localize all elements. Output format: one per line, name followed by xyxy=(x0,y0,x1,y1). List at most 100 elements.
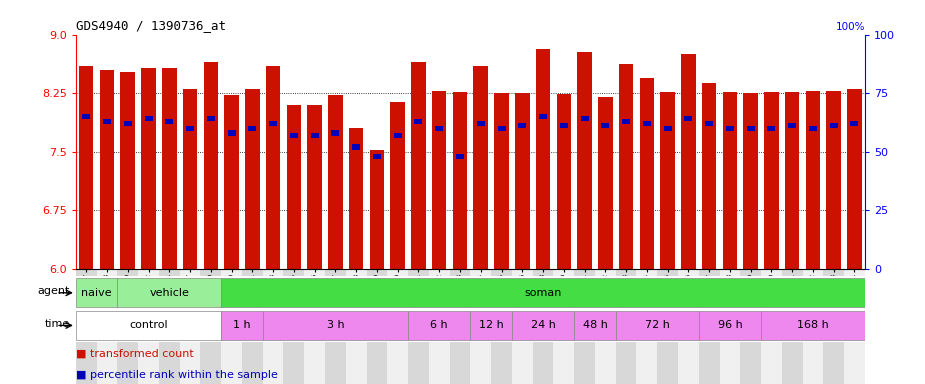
Bar xyxy=(702,83,717,269)
Bar xyxy=(76,278,117,308)
Bar xyxy=(474,66,488,269)
Bar xyxy=(678,269,698,384)
Bar xyxy=(847,89,862,269)
Bar xyxy=(491,269,512,384)
Bar xyxy=(850,121,858,126)
Bar xyxy=(204,62,218,269)
Bar xyxy=(512,311,574,340)
Bar xyxy=(452,92,467,269)
Bar xyxy=(412,62,426,269)
Bar xyxy=(539,114,547,119)
Bar xyxy=(806,91,820,269)
Bar xyxy=(269,121,277,126)
Bar xyxy=(456,154,464,159)
Bar xyxy=(76,311,221,340)
Bar xyxy=(183,89,197,269)
Bar xyxy=(207,116,215,121)
Bar xyxy=(370,150,384,269)
Bar xyxy=(144,116,153,121)
Bar xyxy=(414,119,423,124)
Bar xyxy=(390,103,405,269)
Bar xyxy=(408,269,429,384)
Bar xyxy=(639,78,654,269)
Bar xyxy=(746,126,755,131)
Bar xyxy=(245,89,260,269)
Bar xyxy=(574,311,616,340)
Bar xyxy=(96,269,117,384)
Bar xyxy=(103,119,111,124)
Bar xyxy=(366,269,388,384)
Text: time: time xyxy=(44,319,69,329)
Bar xyxy=(726,126,734,131)
Bar xyxy=(346,269,366,384)
Bar xyxy=(120,72,135,269)
Text: agent: agent xyxy=(37,286,69,296)
Bar xyxy=(100,70,115,269)
Bar xyxy=(845,269,865,384)
Bar xyxy=(785,91,799,269)
Bar xyxy=(768,126,775,131)
Bar xyxy=(720,269,740,384)
Bar xyxy=(408,311,470,340)
Bar xyxy=(221,278,865,308)
Bar xyxy=(388,269,408,384)
Bar xyxy=(470,311,512,340)
Text: 96 h: 96 h xyxy=(718,320,742,331)
Text: control: control xyxy=(130,320,167,331)
Bar xyxy=(660,92,675,269)
Bar xyxy=(263,311,408,340)
Text: soman: soman xyxy=(524,288,561,298)
Bar xyxy=(823,269,845,384)
Bar xyxy=(619,64,634,269)
Bar xyxy=(557,94,571,269)
Bar xyxy=(698,269,720,384)
Bar xyxy=(705,121,713,126)
Bar xyxy=(616,311,698,340)
Bar xyxy=(515,93,529,269)
Bar xyxy=(581,116,588,121)
Text: 12 h: 12 h xyxy=(479,320,503,331)
Text: 1 h: 1 h xyxy=(233,320,251,331)
Bar xyxy=(179,269,201,384)
Bar xyxy=(287,105,302,269)
Bar xyxy=(311,133,318,138)
Bar xyxy=(826,91,841,269)
Bar xyxy=(744,93,758,269)
Bar xyxy=(186,126,194,131)
Bar xyxy=(221,269,242,384)
Bar xyxy=(201,269,221,384)
Bar xyxy=(764,91,779,269)
Bar xyxy=(166,119,173,124)
Bar xyxy=(228,130,236,136)
Bar xyxy=(263,269,283,384)
Bar xyxy=(788,123,796,129)
Text: naive: naive xyxy=(81,288,112,298)
Bar xyxy=(498,126,505,131)
Bar xyxy=(698,311,761,340)
Bar xyxy=(512,269,533,384)
Text: vehicle: vehicle xyxy=(149,288,190,298)
Bar xyxy=(722,91,737,269)
Text: 3 h: 3 h xyxy=(327,320,344,331)
Bar xyxy=(663,126,672,131)
Text: 48 h: 48 h xyxy=(583,320,608,331)
Bar xyxy=(124,121,131,126)
Bar xyxy=(349,128,364,269)
Bar xyxy=(117,278,221,308)
Bar xyxy=(221,311,263,340)
Bar xyxy=(450,269,470,384)
Bar xyxy=(373,154,381,159)
Text: 6 h: 6 h xyxy=(430,320,448,331)
Bar xyxy=(623,119,630,124)
Bar xyxy=(636,269,658,384)
Bar xyxy=(658,269,678,384)
Bar xyxy=(432,91,447,269)
Bar xyxy=(79,66,93,269)
Bar xyxy=(224,96,239,269)
Bar xyxy=(643,121,651,126)
Bar xyxy=(681,54,696,269)
Bar xyxy=(117,269,138,384)
Bar xyxy=(290,133,298,138)
Bar xyxy=(830,123,838,129)
Bar xyxy=(328,96,342,269)
